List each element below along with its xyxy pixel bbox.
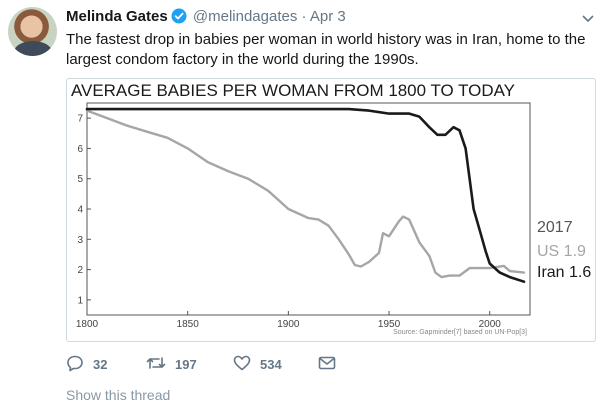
reply-icon (66, 354, 84, 375)
retweet-count: 197 (175, 357, 197, 372)
author-avatar[interactable] (8, 7, 57, 56)
heart-icon (233, 354, 251, 375)
chevron-down-icon[interactable] (581, 11, 595, 29)
author-name[interactable]: Melinda Gates (66, 8, 168, 25)
reply-count: 32 (93, 357, 108, 372)
x-tick-label: 1850 (177, 319, 200, 330)
series-lines (85, 107, 526, 283)
author-handle[interactable]: @melindagates (192, 8, 298, 25)
chart-source: Source: Gapminder[7] based on UN-Pop[3] (393, 329, 527, 336)
y-tick-label: 7 (77, 114, 83, 125)
tweet-header: Melinda Gates @melindagates · Apr 3 (66, 8, 346, 29)
y-tick-label: 3 (77, 235, 83, 246)
x-axis: 1800 1850 1900 1950 2000 (76, 311, 501, 330)
direct-message-button[interactable] (318, 354, 336, 375)
tweet-text: The fastest drop in babies per woman in … (66, 31, 586, 68)
y-tick-label: 2 (77, 265, 83, 276)
y-tick-label: 1 (77, 295, 83, 306)
retweet-icon (146, 354, 166, 375)
y-axis: 1 2 3 4 5 6 7 (77, 114, 91, 306)
chart-image-card[interactable]: AVERAGE BABIES PER WOMAN FROM 1800 TO TO… (66, 78, 596, 342)
x-tick-label: 1950 (378, 319, 401, 330)
x-tick-label: 1800 (76, 319, 99, 330)
reply-button[interactable]: 32 (66, 354, 107, 375)
like-count: 534 (260, 357, 282, 372)
y-tick-label: 4 (77, 205, 83, 216)
annotation-iran: Iran 1.6 (537, 264, 591, 281)
annotation-year: 2017 (537, 219, 573, 236)
avatar-shoulders (14, 41, 52, 56)
verified-badge-icon (171, 8, 187, 29)
y-tick-label: 5 (77, 174, 83, 185)
chart-title: AVERAGE BABIES PER WOMAN FROM 1800 TO TO… (71, 81, 515, 100)
like-button[interactable]: 534 (233, 354, 282, 375)
header-separator: · (301, 8, 307, 25)
envelope-icon (318, 354, 336, 375)
show-thread-link[interactable]: Show this thread (66, 387, 171, 403)
annotation-us: US 1.9 (537, 243, 586, 260)
tweet-date[interactable]: Apr 3 (309, 8, 346, 25)
series-line-iran (85, 107, 526, 283)
fertility-chart: AVERAGE BABIES PER WOMAN FROM 1800 TO TO… (71, 81, 591, 336)
retweet-button[interactable]: 197 (146, 354, 197, 375)
series-line-us (85, 109, 526, 279)
x-tick-label: 2000 (479, 319, 502, 330)
x-tick-label: 1900 (277, 319, 300, 330)
y-tick-label: 6 (77, 144, 83, 155)
